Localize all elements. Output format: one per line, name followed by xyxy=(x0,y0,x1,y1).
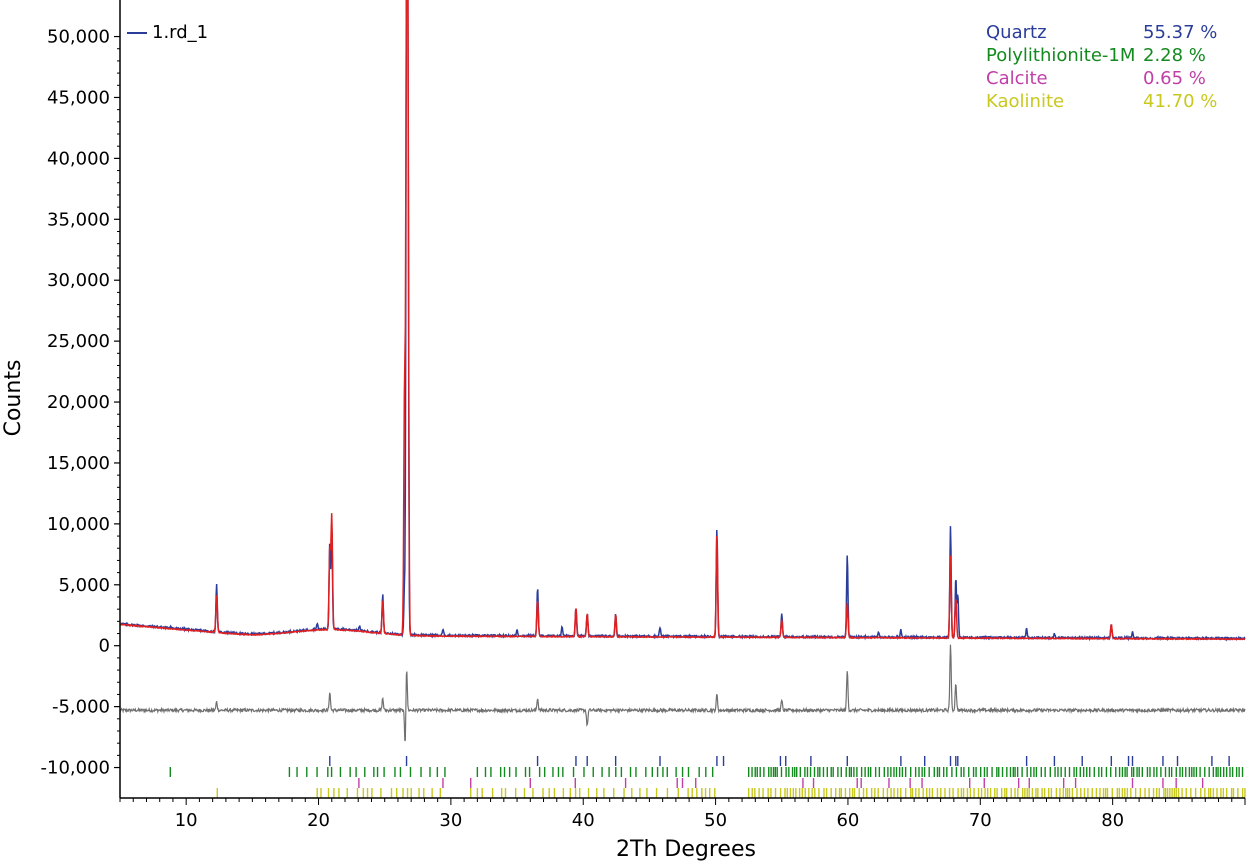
y-ticks: -10,000 -5,000 0 5,000 10,000 15,000 20,000 25,… xyxy=(41,27,120,779)
phase-name: Polylithionite-1M xyxy=(986,45,1135,66)
phase-percent: 41.70 % xyxy=(1143,91,1217,112)
legend: 1.rd_1 xyxy=(127,22,208,43)
x-tick-label: 70 xyxy=(969,810,992,831)
y-tick-label: 10,000 xyxy=(47,514,110,535)
phase-table: Quartz 55.37 % Polylithionite-1M 2.28 % Calc… xyxy=(986,22,1217,112)
legend-label: 1.rd_1 xyxy=(152,22,208,43)
y-tick-label: 30,000 xyxy=(47,270,110,291)
series-layer xyxy=(119,0,1246,742)
marker-row-polylithionite-1m xyxy=(169,767,1244,777)
phase-percent: 0.65 % xyxy=(1143,68,1206,89)
observed-series xyxy=(119,0,1246,642)
x-tick-label: 40 xyxy=(572,810,595,831)
y-tick-label: 0 xyxy=(99,636,110,657)
phase-name: Quartz xyxy=(986,22,1047,43)
phase-percent: 2.28 % xyxy=(1143,45,1206,66)
difference-curve xyxy=(119,644,1246,742)
y-axis-title: Counts xyxy=(1,360,26,437)
phase-name: Kaolinite xyxy=(986,91,1064,112)
marker-row-calcite xyxy=(358,778,1204,788)
y-tick-label: 5,000 xyxy=(58,575,110,596)
marker-row-kaolinite xyxy=(216,788,1246,798)
y-tick-label: 25,000 xyxy=(47,331,110,352)
axes xyxy=(119,0,1245,799)
x-tick-label: 60 xyxy=(836,810,859,831)
x-tick-label: 30 xyxy=(439,810,462,831)
y-tick-label: 35,000 xyxy=(47,209,110,230)
calculated-series xyxy=(119,0,1245,641)
y-tick-label: 15,000 xyxy=(47,453,110,474)
y-tick-label: 40,000 xyxy=(47,148,110,169)
x-tick-label: 20 xyxy=(307,810,330,831)
y-tick-label: 45,000 xyxy=(47,87,110,108)
marker-row-quartz xyxy=(329,756,1230,766)
x-tick-label: 50 xyxy=(704,810,727,831)
y-tick-label: 20,000 xyxy=(47,392,110,413)
phase-name: Calcite xyxy=(986,68,1048,89)
y-tick-label: 50,000 xyxy=(47,27,110,48)
reflection-markers xyxy=(169,756,1246,798)
x-tick-label: 10 xyxy=(175,810,198,831)
x-axis-title: 2Th Degrees xyxy=(616,837,756,862)
phase-percent: 55.37 % xyxy=(1143,22,1217,43)
y-tick-label: -10,000 xyxy=(41,758,110,779)
x-tick-label: 80 xyxy=(1101,810,1124,831)
x-ticks: 10 20 30 40 50 60 70 80 xyxy=(119,798,1246,831)
y-tick-label: -5,000 xyxy=(52,697,110,718)
